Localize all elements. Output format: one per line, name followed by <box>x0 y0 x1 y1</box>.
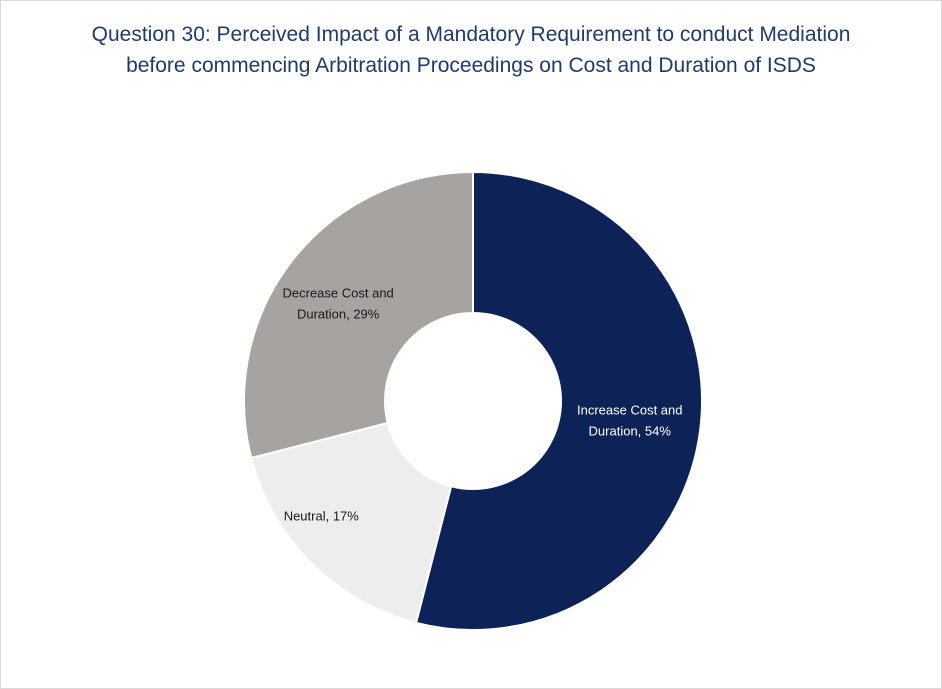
slice-label-0: Increase Cost and Duration, 54% <box>577 402 683 438</box>
donut-slice-0 <box>414 170 703 631</box>
chart-title: Question 30: Perceived Impact of a Manda… <box>91 23 851 77</box>
donut-slice-1 <box>249 421 453 625</box>
donut-slice-2 <box>243 170 474 460</box>
slice-label-2: Decrease Cost and Duration, 29% <box>283 286 394 322</box>
slice-label-1: Neutral, 17% <box>284 509 360 524</box>
